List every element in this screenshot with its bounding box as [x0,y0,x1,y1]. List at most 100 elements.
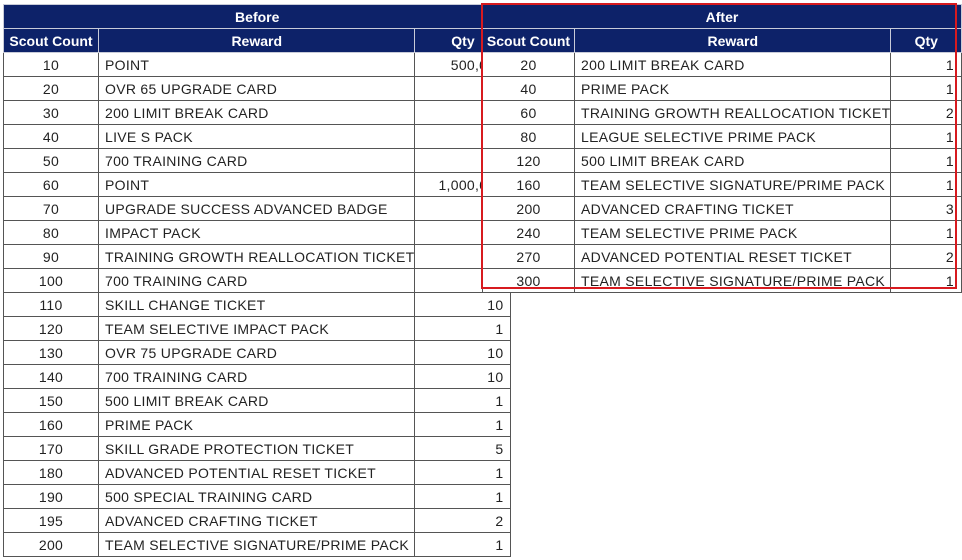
scout-count-cell: 270 [481,244,576,269]
qty-cell: 1 [890,268,962,293]
scout-count-cell: 30 [3,100,99,125]
scout-count-cell: 180 [3,460,99,485]
table-row: 190 500 SPECIAL TRAINING CARD 1 [3,484,512,509]
table-row: 20 200 LIMIT BREAK CARD 1 [481,52,962,77]
qty-cell: 1 [414,316,512,341]
scout-count-cell: 120 [481,148,576,173]
table-row: 150 500 LIMIT BREAK CARD 1 [3,388,512,413]
reward-cell: TRAINING GROWTH REALLOCATION TICKET [97,244,416,269]
after-header-qty: Qty [890,28,962,53]
qty-cell: 10 [414,292,512,317]
reward-cell: TEAM SELECTIVE SIGNATURE/PRIME PACK [574,172,892,197]
table-row: 120 TEAM SELECTIVE IMPACT PACK 1 [3,316,512,341]
reward-cell: PRIME PACK [97,412,416,437]
scout-count-cell: 150 [3,388,99,413]
table-row: 200 ADVANCED CRAFTING TICKET 3 [481,196,962,221]
table-row: 120 500 LIMIT BREAK CARD 1 [481,148,962,173]
reward-cell: SKILL GRADE PROTECTION TICKET [97,436,416,461]
qty-cell: 10 [414,364,512,389]
qty-cell: 1 [890,76,962,101]
scout-count-cell: 90 [3,244,99,269]
scout-count-cell: 40 [3,124,99,149]
reward-cell: 700 TRAINING CARD [97,148,416,173]
reward-cell: IMPACT PACK [97,220,416,245]
after-header-scout-count: Scout Count [481,28,576,53]
reward-cell: 200 LIMIT BREAK CARD [574,52,892,77]
qty-cell: 2 [414,508,512,533]
scout-count-cell: 20 [481,52,576,77]
qty-cell: 1 [414,412,512,437]
reward-cell: 200 LIMIT BREAK CARD [97,100,416,125]
reward-cell: ADVANCED CRAFTING TICKET [97,508,416,533]
reward-cell: LIVE S PACK [97,124,416,149]
before-header-reward: Reward [97,28,416,53]
reward-cell: OVR 65 UPGRADE CARD [97,76,416,101]
qty-cell: 1 [414,388,512,413]
reward-cell: UPGRADE SUCCESS ADVANCED BADGE [97,196,416,221]
qty-cell: 5 [414,436,512,461]
scout-count-cell: 160 [3,412,99,437]
reward-cell: 500 LIMIT BREAK CARD [574,148,892,173]
scout-count-cell: 130 [3,340,99,365]
reward-cell: POINT [97,172,416,197]
qty-cell: 2 [890,100,962,125]
reward-cell: PRIME PACK [574,76,892,101]
scout-count-cell: 160 [481,172,576,197]
qty-cell: 1 [890,220,962,245]
qty-cell: 10 [414,340,512,365]
reward-cell: LEAGUE SELECTIVE PRIME PACK [574,124,892,149]
reward-cell: TEAM SELECTIVE IMPACT PACK [97,316,416,341]
table-row: 170 SKILL GRADE PROTECTION TICKET 5 [3,436,512,461]
scout-count-cell: 80 [3,220,99,245]
reward-cell: SKILL CHANGE TICKET [97,292,416,317]
scout-count-cell: 200 [3,532,99,557]
before-title: Before [2,4,512,29]
table-row: 40 PRIME PACK 1 [481,76,962,101]
qty-cell: 1 [414,484,512,509]
reward-cell: 500 SPECIAL TRAINING CARD [97,484,416,509]
before-table: Before Scout Count Reward Qty 10 POINT 500… [2,4,512,557]
reward-cell: ADVANCED POTENTIAL RESET TICKET [97,460,416,485]
scout-count-cell: 50 [3,148,99,173]
qty-cell: 1 [414,532,512,557]
scout-count-cell: 120 [3,316,99,341]
table-row: 60 TRAINING GROWTH REALLOCATION TICKET 2 [481,100,962,125]
reward-cell: ADVANCED CRAFTING TICKET [574,196,892,221]
before-header-scout-count: Scout Count [3,28,99,53]
after-table: After Scout Count Reward Qty 20 200 LIMIT… [481,4,962,293]
scout-count-cell: 190 [3,484,99,509]
scout-count-cell: 60 [481,100,576,125]
qty-cell: 1 [890,172,962,197]
reward-cell: TEAM SELECTIVE PRIME PACK [574,220,892,245]
qty-cell: 3 [890,196,962,221]
scout-count-cell: 110 [3,292,99,317]
scout-count-cell: 240 [481,220,576,245]
qty-cell: 1 [890,148,962,173]
table-row: 300 TEAM SELECTIVE SIGNATURE/PRIME PACK 1 [481,268,962,293]
scout-count-cell: 20 [3,76,99,101]
scout-count-cell: 10 [3,52,99,77]
table-row: 140 700 TRAINING CARD 10 [3,364,512,389]
scout-count-cell: 200 [481,196,576,221]
table-row: 80 LEAGUE SELECTIVE PRIME PACK 1 [481,124,962,149]
scout-count-cell: 195 [3,508,99,533]
reward-cell: TRAINING GROWTH REALLOCATION TICKET [574,100,892,125]
reward-cell: 700 TRAINING CARD [97,268,416,293]
table-row: 180 ADVANCED POTENTIAL RESET TICKET 1 [3,460,512,485]
scout-count-cell: 60 [3,172,99,197]
scout-count-cell: 70 [3,196,99,221]
scout-count-cell: 140 [3,364,99,389]
after-header-reward: Reward [574,28,892,53]
table-row: 240 TEAM SELECTIVE PRIME PACK 1 [481,220,962,245]
scout-count-cell: 80 [481,124,576,149]
reward-cell: TEAM SELECTIVE SIGNATURE/PRIME PACK [97,532,416,557]
scout-count-cell: 300 [481,268,576,293]
after-table-body: 20 200 LIMIT BREAK CARD 1 40 PRIME PACK 1 60 TR… [481,52,962,293]
table-row: 195 ADVANCED CRAFTING TICKET 2 [3,508,512,533]
qty-cell: 1 [890,124,962,149]
